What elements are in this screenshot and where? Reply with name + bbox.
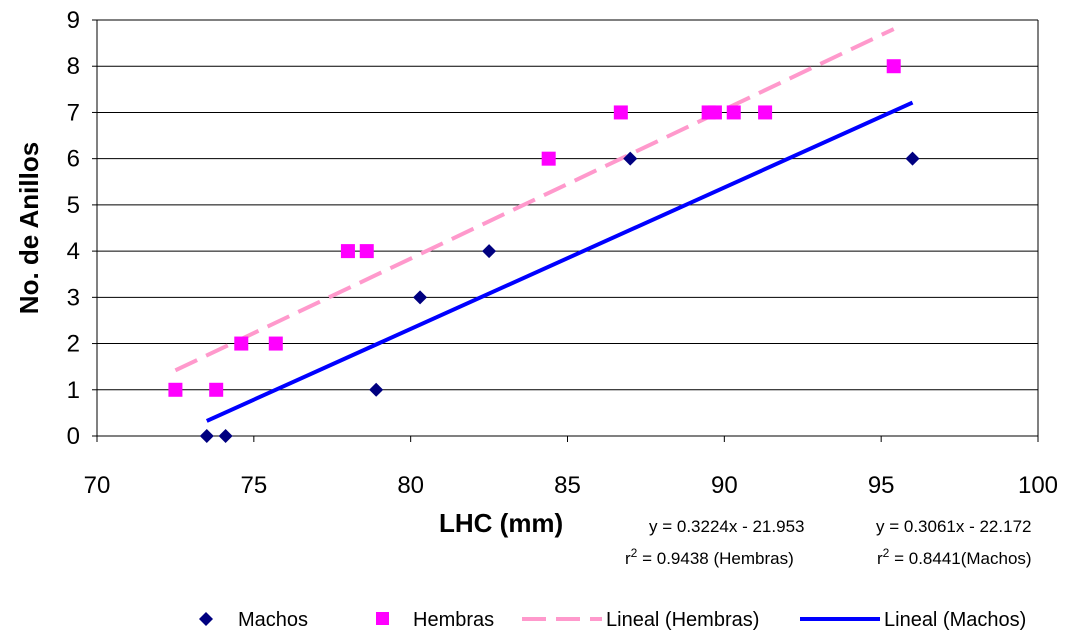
x-tick-label-75: 75	[240, 472, 267, 499]
data-points	[168, 59, 920, 443]
x-tick-label-90: 90	[711, 472, 738, 499]
r2-hembras: r2 = 0.9438 (Hembras)	[625, 546, 794, 568]
trendline-hembras	[174, 27, 895, 373]
r2-machos-r: r	[877, 549, 883, 568]
point-hembras-10	[726, 105, 741, 120]
x-tick-label-70: 70	[84, 472, 111, 499]
r2-hembras-sup: 2	[631, 546, 638, 560]
legend-lineal-hembras-label: Lineal (Hembras)	[606, 609, 759, 631]
point-hembras-2	[234, 336, 249, 351]
y-tick-label-2: 2	[67, 331, 80, 358]
trendline-machos	[205, 100, 914, 423]
x-tick-label-95: 95	[868, 472, 895, 499]
point-machos-3	[413, 290, 428, 305]
y-tick-label-9: 9	[67, 7, 80, 34]
y-tick-label-3: 3	[67, 284, 80, 311]
y-tick-label-0: 0	[67, 423, 80, 450]
point-hembras-1	[209, 382, 224, 397]
legend-hembras-label: Hembras	[413, 609, 494, 631]
r2-hembras-value: = 0.9438 (Hembras)	[637, 549, 793, 568]
tick-labels: 0 1 2 3 4 5 6 7 8 9 70 75 80 85 90 95 100	[67, 7, 1058, 499]
point-hembras-5	[359, 244, 374, 259]
legend-lineal-machos-label: Lineal (Machos)	[884, 609, 1026, 631]
legend-hembras-marker	[376, 612, 389, 625]
y-tick-label-5: 5	[67, 192, 80, 219]
y-tick-label-1: 1	[67, 377, 80, 404]
legend-machos-marker	[199, 612, 213, 626]
legend: Machos Hembras Lineal (Hembras) Lineal (…	[199, 609, 1026, 631]
point-hembras-12	[886, 59, 901, 74]
point-machos-0	[199, 429, 214, 443]
y-tick-label-8: 8	[67, 53, 80, 80]
axes	[92, 19, 1039, 442]
point-hembras-7	[613, 105, 628, 120]
point-machos-4	[482, 244, 497, 259]
x-tick-label-80: 80	[397, 472, 424, 499]
y-axis-title: No. de Anillos	[14, 142, 44, 314]
point-machos-1	[218, 429, 233, 443]
x-tick-label-85: 85	[554, 472, 581, 499]
r2-machos-value: = 0.8441(Machos)	[889, 549, 1031, 568]
point-hembras-0	[168, 382, 183, 397]
point-machos-6	[905, 151, 920, 166]
r2-machos-sup: 2	[883, 546, 890, 560]
equation-hembras: y = 0.3224x - 21.953	[649, 517, 804, 536]
point-hembras-3	[268, 336, 283, 351]
point-hembras-11	[758, 105, 773, 120]
point-hembras-4	[340, 244, 355, 259]
gridlines	[97, 19, 1038, 391]
y-tick-label-4: 4	[67, 238, 80, 265]
trendlines	[174, 27, 914, 423]
plot-area	[97, 20, 1038, 436]
y-tick-label-6: 6	[67, 146, 80, 173]
point-hembras-6	[541, 151, 556, 166]
x-tick-label-100: 100	[1018, 472, 1058, 499]
legend-machos-label: Machos	[238, 609, 308, 631]
equation-machos: y = 0.3061x - 22.172	[876, 517, 1031, 536]
x-axis-title: LHC (mm)	[439, 508, 563, 538]
point-hembras-9	[707, 105, 722, 120]
r2-machos: r2 = 0.8441(Machos)	[877, 546, 1032, 568]
y-tick-label-7: 7	[67, 99, 80, 126]
r2-hembras-r: r	[625, 549, 631, 568]
point-machos-5	[623, 151, 638, 166]
point-machos-2	[369, 382, 384, 397]
